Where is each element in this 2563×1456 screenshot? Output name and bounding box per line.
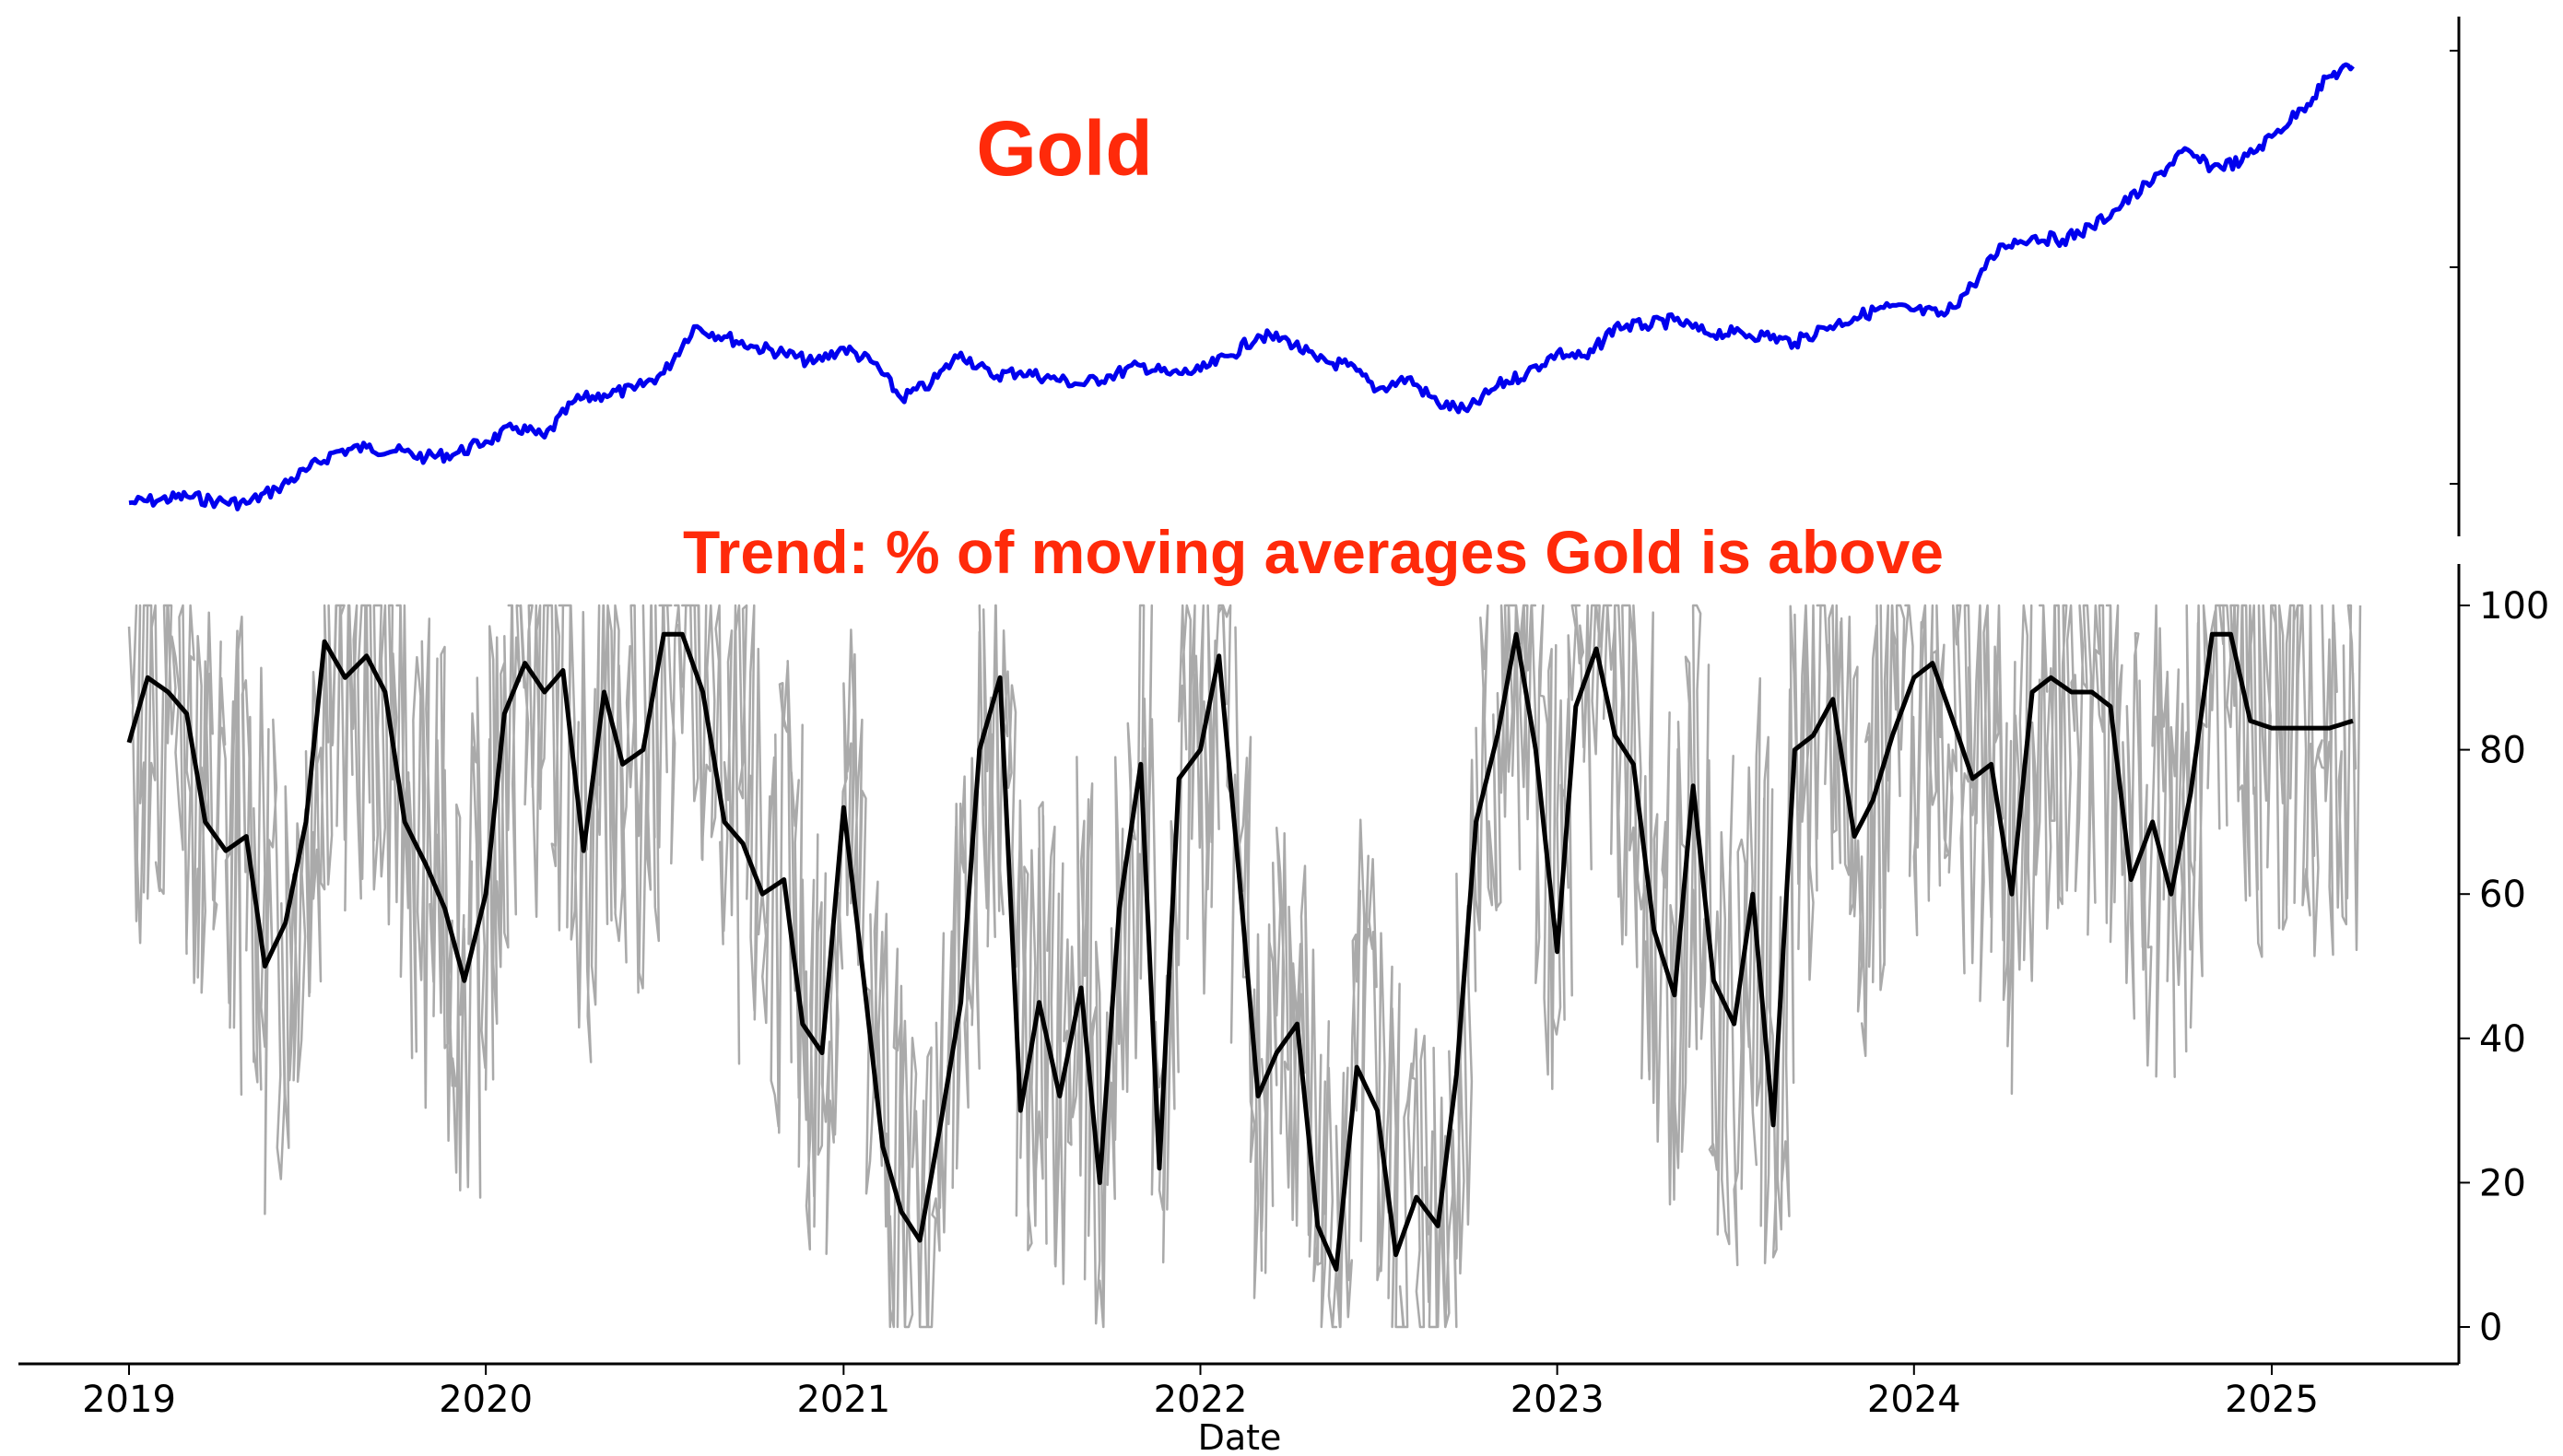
x-tick-label: 2023 (1511, 1379, 1605, 1421)
trend-raw-signal-line (127, 604, 2362, 1329)
x-tick-label: 2025 (2225, 1379, 2319, 1421)
x-tick-label: 2021 (796, 1379, 890, 1421)
y-tick-label: 20 (2479, 1162, 2526, 1204)
x-tick-label: 2019 (82, 1379, 176, 1421)
y-tick-label: 40 (2479, 1018, 2526, 1061)
trend-chart-title: Trend: % of moving averages Gold is abov… (683, 518, 1944, 586)
trend-smoothed-line (126, 631, 2354, 1272)
x-tick-label: 2022 (1154, 1379, 1248, 1421)
y-axis-ticks: 0 20 40 60 80 100 (2459, 585, 2549, 1349)
gold-price-line (128, 62, 2355, 511)
x-tick-label: 2020 (439, 1379, 533, 1421)
x-tick-label: 2024 (1867, 1379, 1961, 1421)
y-tick-label: 0 (2479, 1307, 2502, 1349)
gold-price-panel: Gold (128, 17, 2461, 536)
x-axis-label: Date (1198, 1417, 1282, 1456)
y-tick-label: 80 (2479, 730, 2526, 772)
trend-panel: Trend: % of moving averages Gold is abov… (18, 518, 2549, 1456)
y-tick-label: 100 (2479, 585, 2549, 628)
x-axis-ticks: 2019 2020 2021 2022 2023 2024 2025 (82, 1364, 2319, 1421)
gold-chart-title: Gold (976, 105, 1152, 192)
y-tick-label: 60 (2479, 874, 2526, 916)
